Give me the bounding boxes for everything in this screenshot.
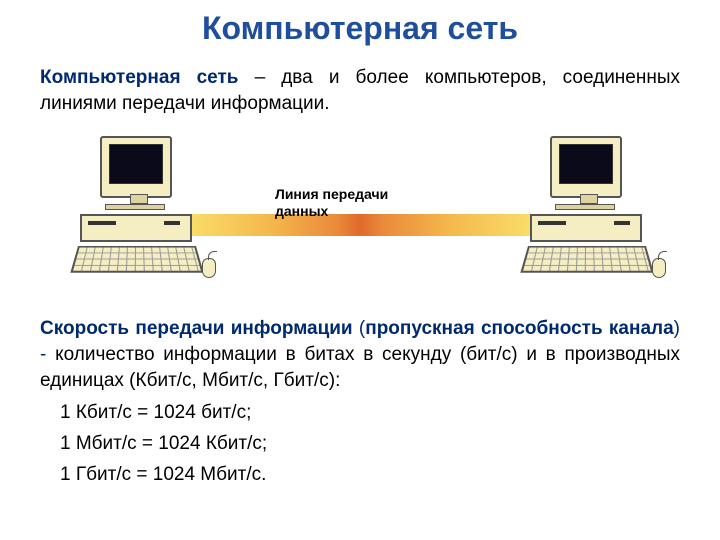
system-unit-icon [80, 214, 192, 242]
speed-term: Скорость передачи информации [40, 318, 353, 339]
definition-dash: – [238, 67, 281, 88]
paren-open: ( [353, 318, 366, 339]
monitor-icon [100, 136, 172, 198]
definition-term: Компьютерная сеть [40, 67, 238, 88]
speed-rest: количество информации в битах в секунду … [40, 344, 680, 391]
cable-label: Линия передачи данных [275, 186, 415, 220]
mouse-icon [202, 258, 216, 278]
speed-paragraph: Скорость передачи информации (пропускная… [40, 316, 680, 393]
conversion-line: 1 Гбит/с = 1024 Мбит/с. [60, 463, 680, 488]
system-unit-icon [530, 214, 642, 242]
mouse-icon [652, 258, 666, 278]
conversion-line: 1 Мбит/с = 1024 Кбит/с; [60, 432, 680, 457]
keyboard-icon [70, 246, 203, 273]
conversion-line: 1 Кбит/с = 1024 бит/с; [60, 401, 680, 426]
definition-paragraph: Компьютерная сеть – два и более компьюте… [40, 65, 680, 116]
monitor-base-icon [555, 204, 615, 210]
page-title: Компьютерная сеть [40, 10, 680, 47]
network-diagram: Линия передачи данных [50, 136, 670, 286]
monitor-base-icon [105, 204, 165, 210]
keyboard-icon [520, 246, 653, 273]
bandwidth-term: пропускная способность канала [365, 318, 673, 339]
monitor-icon [550, 136, 622, 198]
